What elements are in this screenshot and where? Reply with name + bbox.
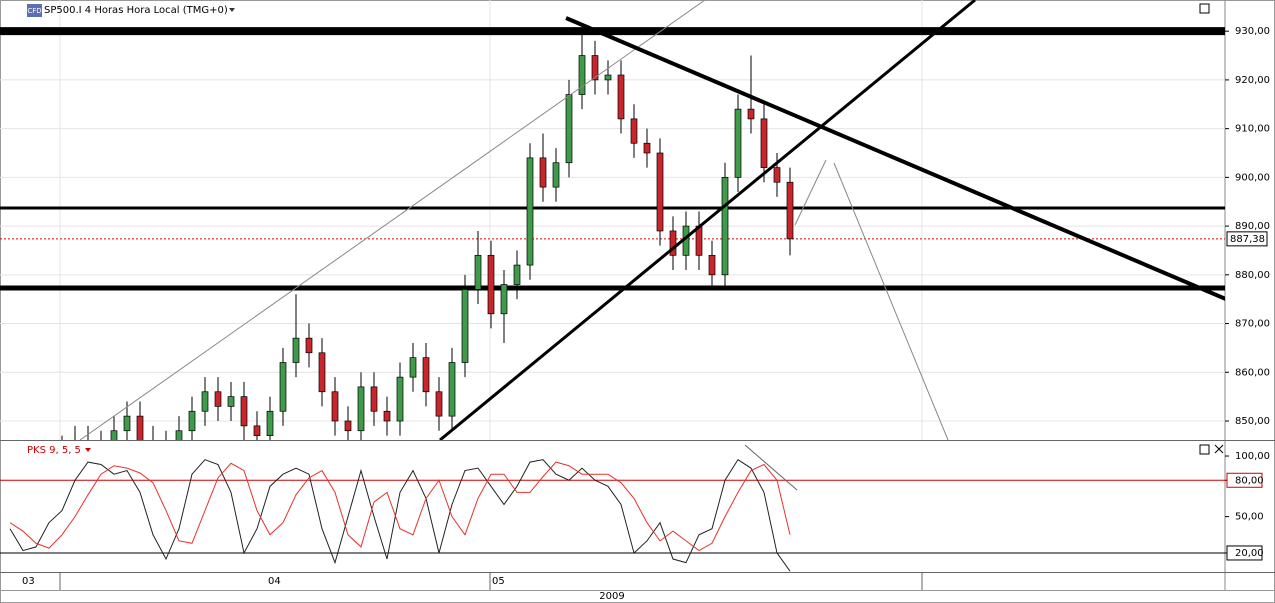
candle-body bbox=[539, 157, 547, 188]
x-tick-label: 03 bbox=[22, 576, 35, 587]
candle-body bbox=[630, 118, 638, 144]
y-tick-label: 80,00 bbox=[1235, 475, 1264, 486]
candle-body bbox=[435, 391, 443, 417]
candle-body bbox=[786, 181, 794, 240]
candle-body bbox=[513, 264, 521, 285]
indicator-line bbox=[9, 458, 791, 572]
candle-body bbox=[591, 55, 599, 81]
tick-box bbox=[1226, 472, 1263, 488]
candle-body bbox=[305, 337, 313, 354]
candle-body bbox=[552, 162, 560, 188]
candle-body bbox=[279, 362, 287, 412]
projection-line bbox=[833, 162, 949, 440]
candle-body bbox=[773, 167, 781, 183]
indicator-line bbox=[9, 461, 791, 552]
oscillator-plot bbox=[0, 458, 1225, 572]
candle-body bbox=[734, 108, 742, 178]
y-tick-label: 20,00 bbox=[1235, 548, 1264, 559]
candle-body bbox=[292, 337, 300, 363]
y-tick-label: 900,00 bbox=[1235, 172, 1270, 183]
candle-body bbox=[656, 152, 664, 232]
candle-body bbox=[617, 74, 625, 120]
dropdown[interactable] bbox=[85, 448, 91, 452]
candle-body bbox=[461, 289, 469, 363]
year-label: 2009 bbox=[599, 591, 624, 602]
y-tick-label: 50,00 bbox=[1235, 512, 1264, 523]
x-tick-label: 04 bbox=[268, 576, 281, 587]
y-tick-label: 930,00 bbox=[1235, 26, 1270, 37]
y-tick-label: 860,00 bbox=[1235, 367, 1270, 378]
icon bbox=[27, 4, 42, 17]
candle-body bbox=[175, 430, 183, 440]
candle-body bbox=[370, 386, 378, 412]
y-tick-label: 880,00 bbox=[1235, 270, 1270, 281]
candle-body bbox=[344, 420, 352, 432]
candle-body bbox=[721, 177, 729, 276]
candle-body bbox=[110, 430, 118, 440]
indicator-legend[interactable]: PKS 9, 5, 5 bbox=[27, 445, 81, 456]
drawings bbox=[79, 0, 1225, 440]
candle-body bbox=[578, 55, 586, 95]
last-price-label: 887,38 bbox=[1230, 234, 1265, 245]
candle-body bbox=[487, 254, 495, 315]
y-tick-label: 920,00 bbox=[1235, 75, 1270, 86]
y-tick-label: 910,00 bbox=[1235, 124, 1270, 135]
candle-body bbox=[201, 391, 209, 412]
channel-line bbox=[79, 0, 706, 440]
candle-body bbox=[318, 352, 326, 393]
candle-body bbox=[188, 410, 196, 432]
candle-body bbox=[227, 396, 235, 407]
y-tick-label: 890,00 bbox=[1235, 221, 1270, 232]
candle-body bbox=[747, 108, 755, 120]
dropdown[interactable] bbox=[229, 8, 235, 12]
candle-body bbox=[526, 157, 534, 266]
candle-body bbox=[214, 391, 222, 407]
chart-title[interactable]: SP500.I 4 Horas Hora Local (TMG+0) bbox=[44, 5, 228, 16]
x-tick-label: 05 bbox=[492, 576, 505, 587]
y-tick-label: 100,00 bbox=[1235, 451, 1270, 462]
candle-body bbox=[643, 142, 651, 154]
y-tick-label: 870,00 bbox=[1235, 319, 1270, 330]
candle-body bbox=[357, 386, 365, 432]
divergence-line bbox=[744, 444, 798, 491]
candle-body bbox=[669, 230, 677, 256]
candle-body bbox=[136, 415, 144, 440]
maximize-button[interactable] bbox=[1199, 3, 1210, 14]
y-tick-label: 850,00 bbox=[1235, 416, 1270, 427]
candle-body bbox=[760, 118, 768, 168]
candle-body bbox=[448, 362, 456, 417]
candle-body bbox=[409, 357, 417, 378]
candle-body bbox=[565, 94, 573, 164]
candle-body bbox=[474, 254, 482, 290]
maximize-button[interactable] bbox=[1199, 444, 1210, 455]
candle-body bbox=[123, 415, 131, 432]
candle-body bbox=[253, 425, 261, 436]
projection-line bbox=[794, 159, 827, 226]
price-plot bbox=[0, 0, 1225, 440]
trend-line bbox=[565, 16, 1225, 301]
tick-box bbox=[1226, 545, 1263, 561]
candle-body bbox=[604, 74, 612, 81]
last-price-box bbox=[1226, 231, 1268, 247]
trend-line bbox=[439, 0, 976, 440]
candle-body bbox=[396, 376, 404, 422]
candle-body bbox=[422, 357, 430, 393]
candle-body bbox=[383, 410, 391, 422]
candle-body bbox=[500, 284, 508, 315]
candle-body bbox=[266, 410, 274, 436]
close-button[interactable] bbox=[1214, 444, 1224, 454]
icon-text: CFD bbox=[27, 7, 41, 15]
candle-body bbox=[240, 396, 248, 427]
candle-body bbox=[708, 254, 716, 276]
candle-body bbox=[331, 391, 339, 422]
